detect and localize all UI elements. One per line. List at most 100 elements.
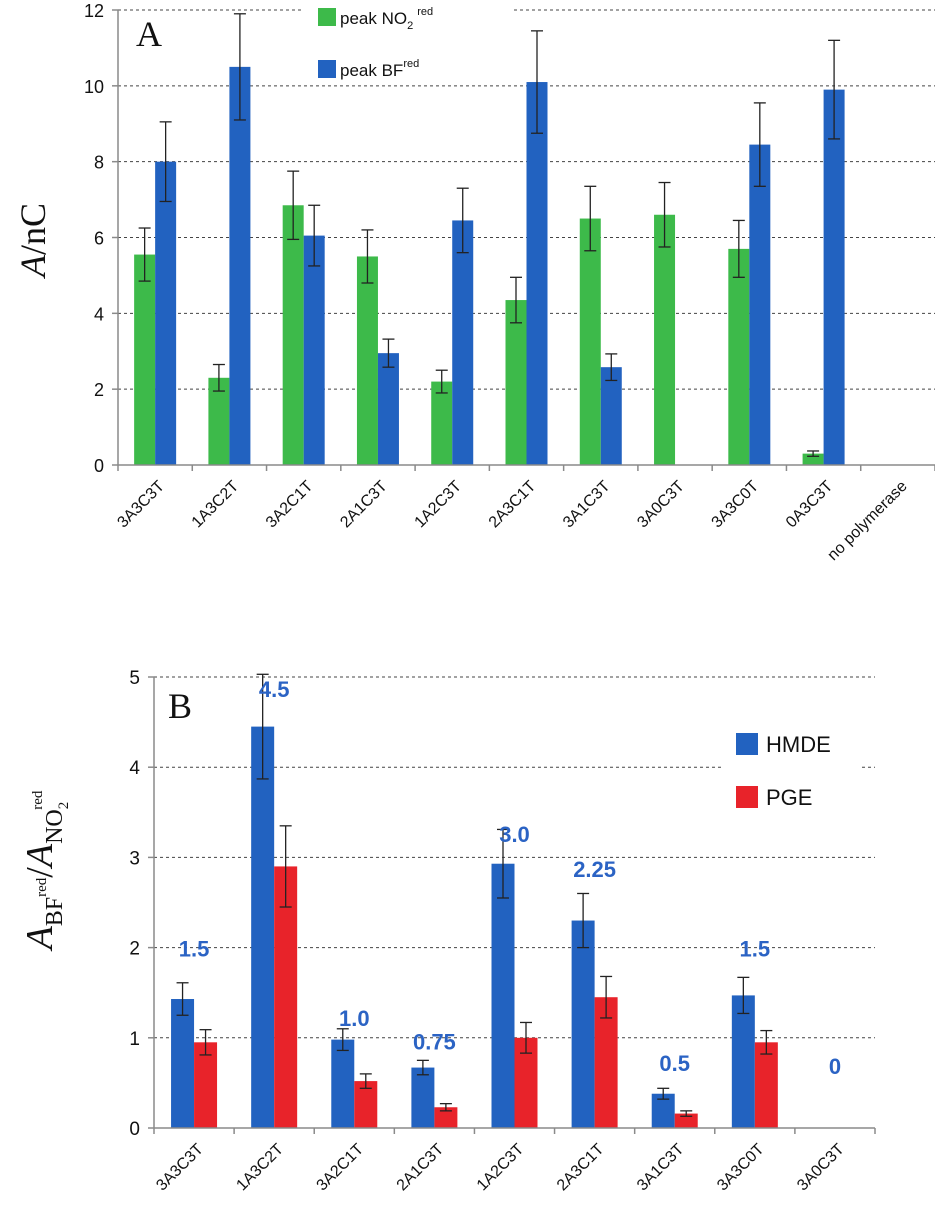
legend-no2-sup: red (417, 6, 433, 18)
ratio-annotation: 1.5 (740, 937, 771, 962)
y-tick-label: 1 (129, 1029, 140, 1050)
bar-red (354, 1081, 378, 1128)
x-tick-label: 2A1C3T (337, 478, 391, 532)
legend-bf-sup: red (403, 58, 419, 70)
bar-blue (491, 863, 515, 1128)
panel-a-ylabel-italic: A (13, 254, 53, 279)
bar-green (728, 248, 750, 465)
legend-label-bf: peak BFred (340, 58, 419, 80)
bar-blue (411, 1067, 435, 1128)
y-tick-label: 0 (94, 456, 104, 476)
bar-red (514, 1037, 538, 1128)
bar-blue (229, 66, 251, 465)
y-tick-label: 5 (129, 668, 140, 689)
panel-a-x-ticks: 3A3C3T 1A3C2T 3A2C1T 2A1C3T 1A2C3T 2A3C1T 3A1C… (114, 465, 935, 564)
x-tick-label: 1A3C2T (233, 1141, 287, 1195)
panel-b-ylabel: ABFred/ANO2red (19, 790, 72, 952)
panel-b-legend: HMDE PGE (722, 724, 860, 824)
x-tick-label: no polymerase (824, 478, 910, 564)
bar-red (594, 997, 618, 1128)
x-tick-label: 1A2C3T (412, 478, 466, 532)
bar-blue (731, 995, 755, 1128)
panel-b-annotations: 1.5 4.5 1.0 0.75 3.0 2.25 0.5 1.5 0 (179, 677, 841, 1079)
bar-green (356, 256, 378, 465)
legend-label-pge: PGE (766, 785, 812, 810)
ratio-annotation: 0.75 (413, 1030, 456, 1055)
y-tick-label: 6 (94, 229, 104, 249)
legend-swatch-no2 (318, 8, 336, 26)
bar-blue (571, 920, 595, 1128)
bar-blue (452, 220, 474, 465)
bar-blue (526, 82, 548, 466)
x-tick-label: 3A2C1T (263, 478, 317, 532)
y-tick-label: 12 (84, 1, 104, 21)
panel-b-x-ticks: 3A3C3T 1A3C2T 3A2C1T 2A1C3T 1A2C3T 2A3C1T 3A1C… (153, 1128, 876, 1195)
y-tick-label: 2 (94, 380, 104, 400)
panel-b-bars (171, 673, 778, 1128)
y-tick-label: 2 (129, 939, 140, 960)
bar-blue (303, 235, 325, 465)
legend-label-hmde: HMDE (766, 732, 831, 757)
bar-blue (171, 999, 195, 1128)
legend-no2-sub: 2 (407, 20, 413, 32)
ratio-annotation: 1.5 (179, 937, 210, 962)
bar-green (654, 214, 676, 465)
y-tick-label: 4 (129, 758, 140, 779)
x-tick-label: 3A0C3T (634, 478, 688, 532)
y-tick-label: 4 (94, 304, 104, 324)
panel-a-y-ticks: 0 2 4 6 8 10 12 (84, 1, 118, 476)
y-tick-label: 3 (129, 848, 140, 869)
legend-no2-label: peak NO (340, 9, 407, 28)
bar-blue (823, 89, 845, 465)
panel-b-y-ticks: 0 1 2 3 4 5 (129, 668, 154, 1140)
x-tick-label: 3A1C3T (560, 478, 614, 532)
bar-green (431, 381, 453, 465)
x-tick-label: 2A3C1T (554, 1141, 608, 1195)
bar-red (754, 1042, 778, 1128)
x-tick-label: 2A3C1T (486, 478, 540, 532)
bar-blue (600, 367, 622, 465)
legend-swatch-bf (318, 60, 336, 78)
panel-b-letter: B (168, 686, 192, 726)
bar-green (579, 218, 601, 465)
ratio-annotation: 4.5 (259, 677, 290, 702)
panel-b-y-axis-title: ABFred/ANO2red (19, 790, 72, 952)
bar-green (282, 205, 304, 466)
x-tick-label: 3A0C3T (794, 1141, 848, 1195)
x-tick-label: 3A2C1T (314, 1141, 368, 1195)
panel-a-letter: A (136, 14, 162, 54)
bar-blue (377, 353, 399, 465)
bar-blue (251, 726, 275, 1128)
y-tick-label: 0 (129, 1119, 140, 1140)
x-tick-label: 3A3C0T (714, 1141, 768, 1195)
bar-red (674, 1113, 698, 1128)
bar-green (134, 254, 156, 465)
ratio-annotation: 1.0 (339, 1006, 370, 1031)
y-tick-label: 10 (84, 77, 104, 97)
legend-label-no2: peak NO2 red (340, 6, 433, 32)
panel-b: 0 1 2 3 4 5 3A3C3T 1A3C2T 3A2C1T 2A1C3T 1A2C3T 2A3… (19, 668, 876, 1195)
legend-swatch-hmde (736, 733, 758, 755)
legend-bf-label: peak BF (340, 61, 403, 80)
x-tick-label: 3A3C0T (709, 478, 763, 532)
y-tick-label: 8 (94, 153, 104, 173)
bar-blue (749, 144, 771, 465)
ratio-annotation: 0.5 (659, 1051, 690, 1076)
bar-blue (331, 1039, 355, 1128)
x-tick-label: 3A1C3T (634, 1141, 688, 1195)
ratio-annotation: 0 (829, 1054, 841, 1079)
bar-green (802, 453, 824, 465)
bar-blue (651, 1093, 675, 1128)
bar-red (194, 1042, 218, 1128)
bar-red (274, 866, 298, 1128)
x-tick-label: 3A3C3T (153, 1141, 207, 1195)
x-tick-label: 1A3C2T (189, 478, 243, 532)
panel-a-ylabel-rest: /nC (13, 203, 53, 255)
panel-a-y-axis-title: A/nC (13, 203, 53, 279)
x-tick-label: 0A3C3T (783, 478, 837, 532)
bar-green (208, 377, 230, 465)
bar-blue (155, 161, 177, 465)
ratio-annotation: 3.0 (499, 822, 530, 847)
panel-a-bars (134, 13, 845, 466)
bar-green (505, 300, 527, 465)
